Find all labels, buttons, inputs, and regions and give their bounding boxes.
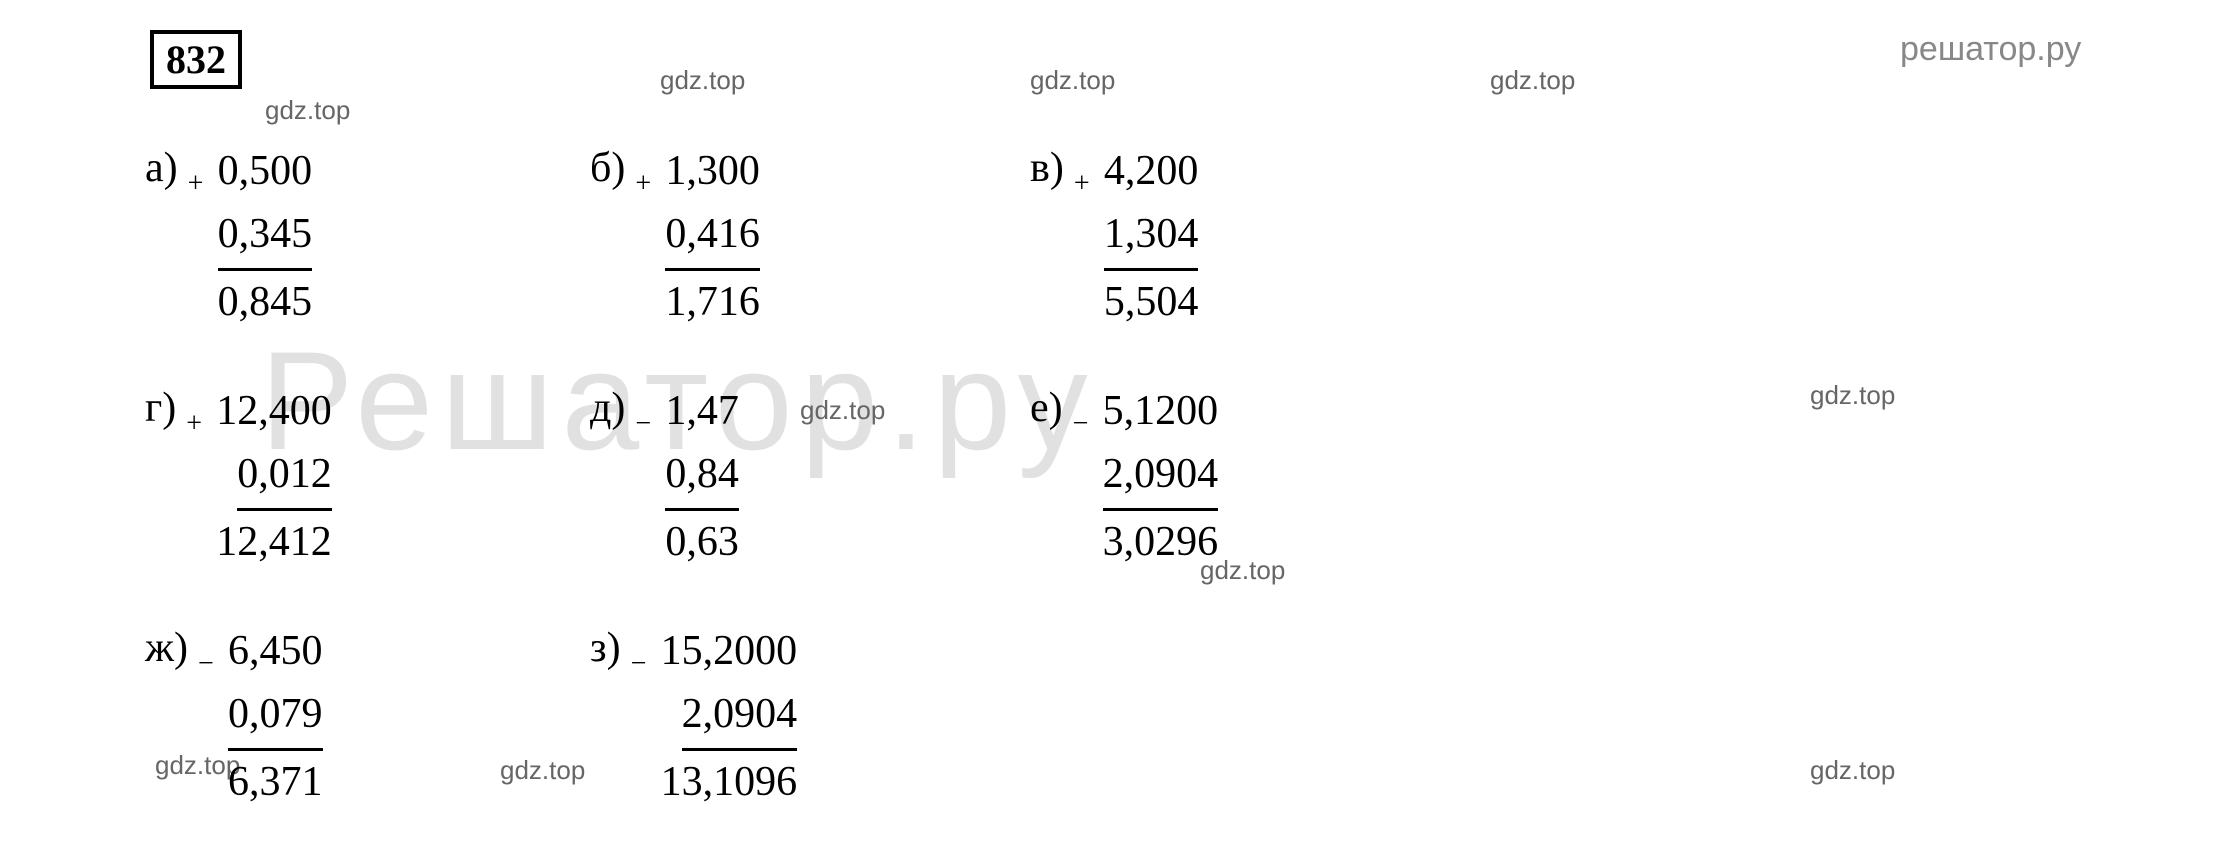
problem-v-calc: + 4,200 1,304 5,504 bbox=[1104, 140, 1199, 334]
problem-z-label: з) bbox=[590, 620, 621, 672]
problem-g-operand1: 12,400 bbox=[216, 380, 332, 443]
watermark-reshator: решатор.ру bbox=[1900, 30, 2081, 69]
problem-g-label: г) bbox=[145, 380, 176, 432]
problem-v-operand1: 4,200 bbox=[1104, 140, 1199, 203]
problem-e-calc: − 5,1200 2,0904 3,0296 bbox=[1103, 380, 1219, 574]
problem-b: б) + 1,300 0,416 1,716 bbox=[590, 140, 760, 334]
problem-a-operand2: 0,345 bbox=[218, 203, 313, 271]
problem-e-label: е) bbox=[1030, 380, 1063, 432]
problem-d-operand2: 0,84 bbox=[665, 443, 739, 511]
problem-z: з) − 15,2000 2,0904 13,1096 bbox=[590, 620, 797, 814]
problem-number: 832 bbox=[150, 30, 242, 89]
problem-z-operand1: 15,2000 bbox=[661, 620, 798, 683]
problem-b-label: б) bbox=[590, 140, 625, 192]
problem-v-operand2: 1,304 bbox=[1104, 203, 1199, 271]
watermark-gdz-6: gdz.top bbox=[1810, 380, 1895, 411]
watermark-gdz-1: gdz.top bbox=[265, 95, 350, 126]
problem-e-operand1: 5,1200 bbox=[1103, 380, 1219, 443]
minus-icon: − bbox=[635, 408, 651, 440]
watermark-gdz-4: gdz.top bbox=[1490, 65, 1575, 96]
problem-z-result: 13,1096 bbox=[661, 751, 798, 814]
problem-z-operand2: 2,0904 bbox=[682, 683, 798, 751]
watermark-gdz-2: gdz.top bbox=[660, 65, 745, 96]
problem-a-result: 0,845 bbox=[218, 271, 313, 334]
problem-e: е) − 5,1200 2,0904 3,0296 bbox=[1030, 380, 1218, 574]
problem-a-operand1: 0,500 bbox=[218, 140, 313, 203]
problem-d-calc: − 1,47 0,84 0,63 bbox=[665, 380, 739, 574]
problem-zh-label: ж) bbox=[145, 620, 188, 672]
problem-d-operand1: 1,47 bbox=[665, 380, 739, 443]
plus-icon: + bbox=[635, 168, 651, 200]
problem-a: а) + 0,500 0,345 0,845 bbox=[145, 140, 312, 334]
problem-d: д) − 1,47 0,84 0,63 bbox=[590, 380, 739, 574]
minus-icon: − bbox=[198, 648, 214, 680]
problem-zh-operand1: 6,450 bbox=[228, 620, 323, 683]
minus-icon: − bbox=[1073, 408, 1089, 440]
plus-icon: + bbox=[188, 168, 204, 200]
problem-v: в) + 4,200 1,304 5,504 bbox=[1030, 140, 1198, 334]
problem-g-calc: + 12,400 0,012 12,412 bbox=[216, 380, 332, 574]
problem-g-result: 12,412 bbox=[216, 511, 332, 574]
problem-g: г) + 12,400 0,012 12,412 bbox=[145, 380, 332, 574]
problem-zh: ж) − 6,450 0,079 6,371 bbox=[145, 620, 323, 814]
problem-d-result: 0,63 bbox=[665, 511, 739, 574]
problem-zh-operand2: 0,079 bbox=[228, 683, 323, 751]
problem-v-result: 5,504 bbox=[1104, 271, 1199, 334]
plus-icon: + bbox=[186, 408, 202, 440]
problem-zh-result: 6,371 bbox=[228, 751, 323, 814]
problem-e-result: 3,0296 bbox=[1103, 511, 1219, 574]
watermark-gdz-10: gdz.top bbox=[1810, 755, 1895, 786]
problem-b-result: 1,716 bbox=[665, 271, 760, 334]
plus-icon: + bbox=[1074, 168, 1090, 200]
problem-zh-calc: − 6,450 0,079 6,371 bbox=[228, 620, 323, 814]
problem-e-operand2: 2,0904 bbox=[1103, 443, 1219, 511]
problem-a-calc: + 0,500 0,345 0,845 bbox=[218, 140, 313, 334]
problem-g-operand2: 0,012 bbox=[237, 443, 332, 511]
problem-a-label: а) bbox=[145, 140, 178, 192]
watermark-gdz-5: gdz.top bbox=[800, 395, 885, 426]
watermark-gdz-9: gdz.top bbox=[500, 755, 585, 786]
problem-d-label: д) bbox=[590, 380, 625, 432]
problem-z-calc: − 15,2000 2,0904 13,1096 bbox=[661, 620, 798, 814]
problem-b-operand2: 0,416 bbox=[665, 203, 760, 271]
problem-b-operand1: 1,300 bbox=[665, 140, 760, 203]
problem-v-label: в) bbox=[1030, 140, 1064, 192]
watermark-gdz-3: gdz.top bbox=[1030, 65, 1115, 96]
minus-icon: − bbox=[631, 648, 647, 680]
problem-b-calc: + 1,300 0,416 1,716 bbox=[665, 140, 760, 334]
